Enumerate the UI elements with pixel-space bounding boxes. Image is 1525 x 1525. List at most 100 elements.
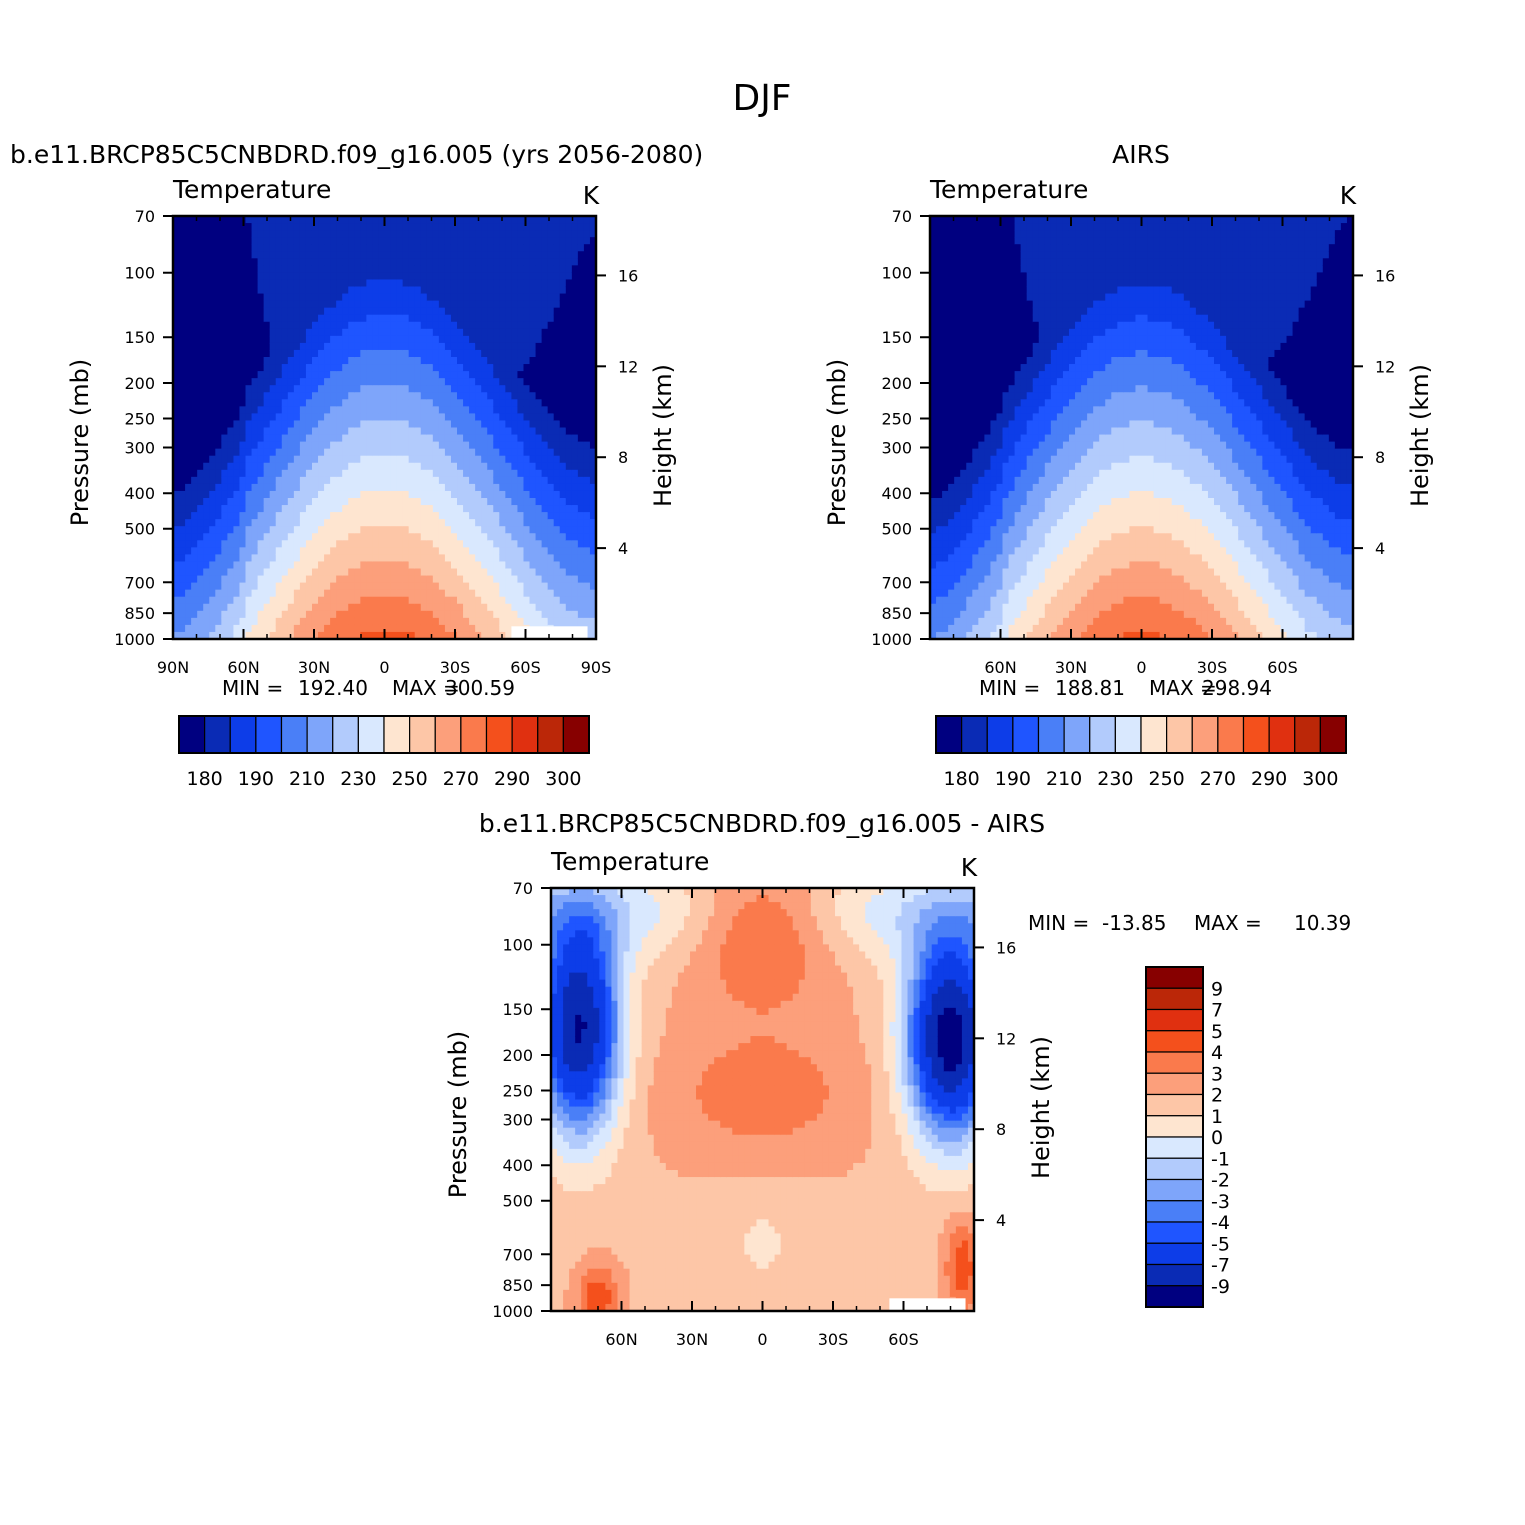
field-cell: [173, 230, 180, 238]
field-cell: [523, 349, 531, 358]
field-cell: [966, 526, 973, 534]
field-cell: [444, 237, 452, 245]
field-cell: [311, 505, 319, 513]
field-cell: [523, 540, 531, 548]
field-cell: [414, 328, 422, 337]
field-cell: [511, 357, 519, 365]
field-cell: [469, 498, 476, 506]
field-cell: [535, 371, 543, 379]
field-cell: [444, 512, 452, 520]
field-cell: [444, 413, 452, 422]
field-cell: [269, 519, 277, 527]
field-cell: [372, 392, 380, 400]
field-cell: [281, 476, 289, 485]
field-cell: [426, 427, 434, 436]
field-cell: [426, 434, 434, 443]
field-cell: [390, 554, 398, 563]
field-cell: [481, 420, 488, 429]
field-cell: [978, 547, 985, 555]
field-cell: [245, 251, 253, 259]
field-cell: [185, 251, 192, 259]
field-cell: [372, 469, 380, 478]
field-cell: [342, 554, 349, 563]
field-cell: [239, 434, 247, 443]
field-cell: [281, 624, 289, 633]
field-cell: [221, 427, 228, 436]
field-cell: [960, 617, 967, 626]
field-cell: [966, 617, 973, 626]
field-cell: [191, 406, 198, 414]
field-cell: [348, 300, 355, 309]
field-cell: [972, 512, 979, 520]
field-cell: [191, 631, 198, 640]
field-cell: [541, 364, 549, 372]
field-cell: [457, 575, 464, 584]
field-cell: [287, 357, 295, 365]
field-cell: [336, 561, 343, 570]
field-cell: [438, 342, 446, 351]
field-cell: [221, 547, 228, 555]
field-cell: [390, 631, 398, 640]
field-cell: [523, 589, 531, 598]
field-cell: [589, 498, 597, 506]
field-cell: [930, 293, 937, 302]
field-cell: [559, 258, 567, 266]
field-cell: [293, 603, 301, 612]
field-cell: [936, 519, 943, 527]
field-cell: [402, 483, 410, 492]
field-cell: [209, 230, 216, 238]
field-cell: [493, 519, 500, 527]
field-cell: [517, 490, 525, 499]
field-cell: [469, 526, 476, 534]
field-cell: [390, 371, 398, 379]
field-cell: [305, 476, 313, 485]
field-cell: [438, 399, 446, 407]
field-cell: [571, 251, 579, 259]
field-cell: [330, 589, 337, 598]
y-tick-label: 300: [124, 438, 155, 457]
field-cell: [354, 469, 361, 478]
field-cell: [960, 378, 967, 386]
field-cell: [420, 533, 428, 541]
field-cell: [342, 378, 349, 386]
field-cell: [185, 505, 192, 513]
field-cell: [408, 554, 416, 563]
field-cell: [336, 554, 343, 563]
field-cell: [305, 596, 313, 605]
field-cell: [221, 469, 228, 478]
field-cell: [287, 568, 295, 577]
field-cell: [209, 483, 216, 492]
field-cell: [324, 420, 331, 429]
field-cell: [299, 237, 307, 245]
field-cell: [360, 512, 367, 520]
field-cell: [984, 483, 992, 492]
field-cell: [529, 533, 537, 541]
field-cell: [420, 568, 428, 577]
field-cell: [936, 279, 943, 288]
field-cell: [275, 624, 283, 633]
field-cell: [408, 498, 416, 506]
field-cell: [227, 596, 235, 605]
y-tick-label: 250: [124, 409, 155, 428]
field-cell: [342, 441, 349, 450]
field-cell: [463, 624, 470, 633]
field-cell: [487, 378, 494, 386]
field-cell: [487, 420, 494, 429]
field-cell: [559, 526, 567, 534]
field-cell: [984, 265, 992, 273]
field-cell: [233, 251, 241, 259]
field-cell: [499, 427, 506, 436]
field-cell: [517, 216, 525, 224]
field-cell: [493, 244, 500, 252]
field-cell: [571, 265, 579, 273]
field-cell: [191, 526, 198, 534]
field-cell: [960, 279, 967, 288]
field-cell: [203, 244, 210, 252]
field-cell: [469, 554, 476, 563]
field-cell: [408, 385, 416, 393]
field-cell: [305, 286, 313, 295]
field-cell: [511, 582, 519, 591]
field-cell: [529, 589, 537, 598]
field-cell: [390, 483, 398, 492]
field-cell: [487, 603, 494, 612]
